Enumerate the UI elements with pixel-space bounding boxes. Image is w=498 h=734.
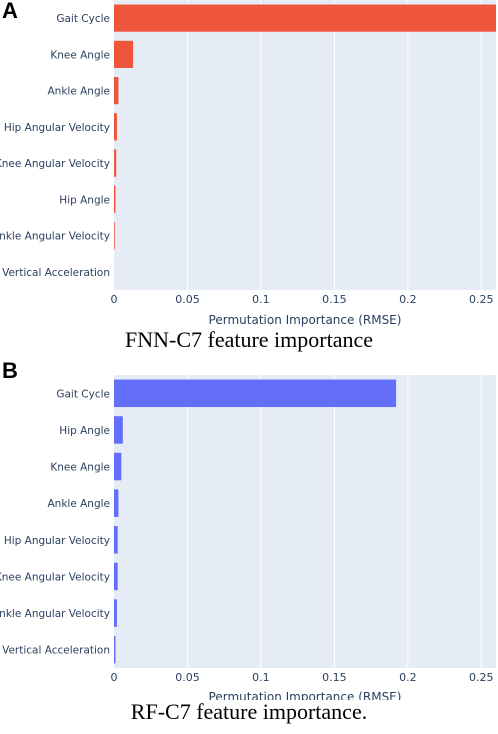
bar: [114, 379, 397, 408]
x-tick-label: 0.15: [322, 293, 347, 306]
x-tick-label: 0.25: [469, 293, 494, 306]
y-tick-label: Ankle Angle: [47, 498, 110, 510]
x-tick-label: 0.05: [175, 671, 200, 684]
bar: [114, 222, 115, 250]
y-tick-label: Hip Angle: [59, 425, 110, 437]
bar: [114, 599, 117, 627]
chart-rf-c7: 0 0.05 0.1 0.15 0.2 0.25 Permutation Importanc…: [0, 375, 496, 700]
x-tick-label: 0.1: [252, 671, 270, 684]
bar: [114, 185, 116, 213]
y-tick-label: Knee Angular Velocity: [0, 571, 110, 583]
y-tick-label: Vertical Acceleration: [2, 267, 110, 279]
bar: [114, 489, 119, 517]
plot-background: [114, 375, 496, 668]
y-tick-label: Ankle Angular Velocity: [0, 608, 110, 620]
x-tick-label: 0.05: [175, 293, 200, 306]
y-tick-label: Hip Angular Velocity: [4, 535, 110, 547]
bar: [114, 149, 117, 177]
y-tick-label: Knee Angle: [50, 49, 110, 61]
x-tick-label: 0: [111, 671, 118, 684]
x-axis-label: Permutation Importance (RMSE): [209, 690, 402, 700]
x-tick-label: 0.25: [469, 671, 494, 684]
bar: [114, 635, 116, 664]
bar: [114, 113, 117, 141]
bar: [114, 40, 134, 68]
panel-letter-b: B: [2, 358, 18, 383]
x-tick-label: 0.15: [322, 671, 347, 684]
panel-letter-a: A: [2, 0, 18, 23]
y-tick-label: Hip Angle: [59, 194, 110, 206]
caption-rf-c7: RF-C7 feature importance.: [130, 699, 368, 724]
chart-fnn-c7: 0 0.05 0.1 0.15 0.2 0.25 Permutation Importanc…: [0, 0, 496, 327]
x-tick-label: 0.1: [252, 293, 270, 306]
bar: [114, 77, 119, 105]
bar: [114, 4, 496, 32]
plot-background: [114, 0, 496, 290]
caption-fnn-c7: FNN-C7 feature importance: [124, 327, 374, 352]
y-tick-label: Knee Angle: [50, 462, 110, 474]
bar: [114, 452, 122, 481]
y-tick-label: Gait Cycle: [56, 388, 110, 400]
x-axis-label: Permutation Importance (RMSE): [209, 313, 402, 327]
y-tick-label: Ankle Angular Velocity: [0, 231, 110, 243]
bar: [114, 562, 118, 591]
y-tick-label: Vertical Acceleration: [2, 645, 110, 657]
bar: [114, 416, 123, 444]
x-tick-label: 0: [111, 293, 118, 306]
y-tick-label: Knee Angular Velocity: [0, 158, 110, 170]
x-tick-label: 0.2: [399, 293, 417, 306]
y-tick-label: Ankle Angle: [47, 86, 110, 98]
x-tick-label: 0.2: [399, 671, 417, 684]
bar: [114, 526, 118, 554]
y-tick-label: Hip Angular Velocity: [4, 122, 110, 134]
y-tick-label: Gait Cycle: [56, 13, 110, 25]
